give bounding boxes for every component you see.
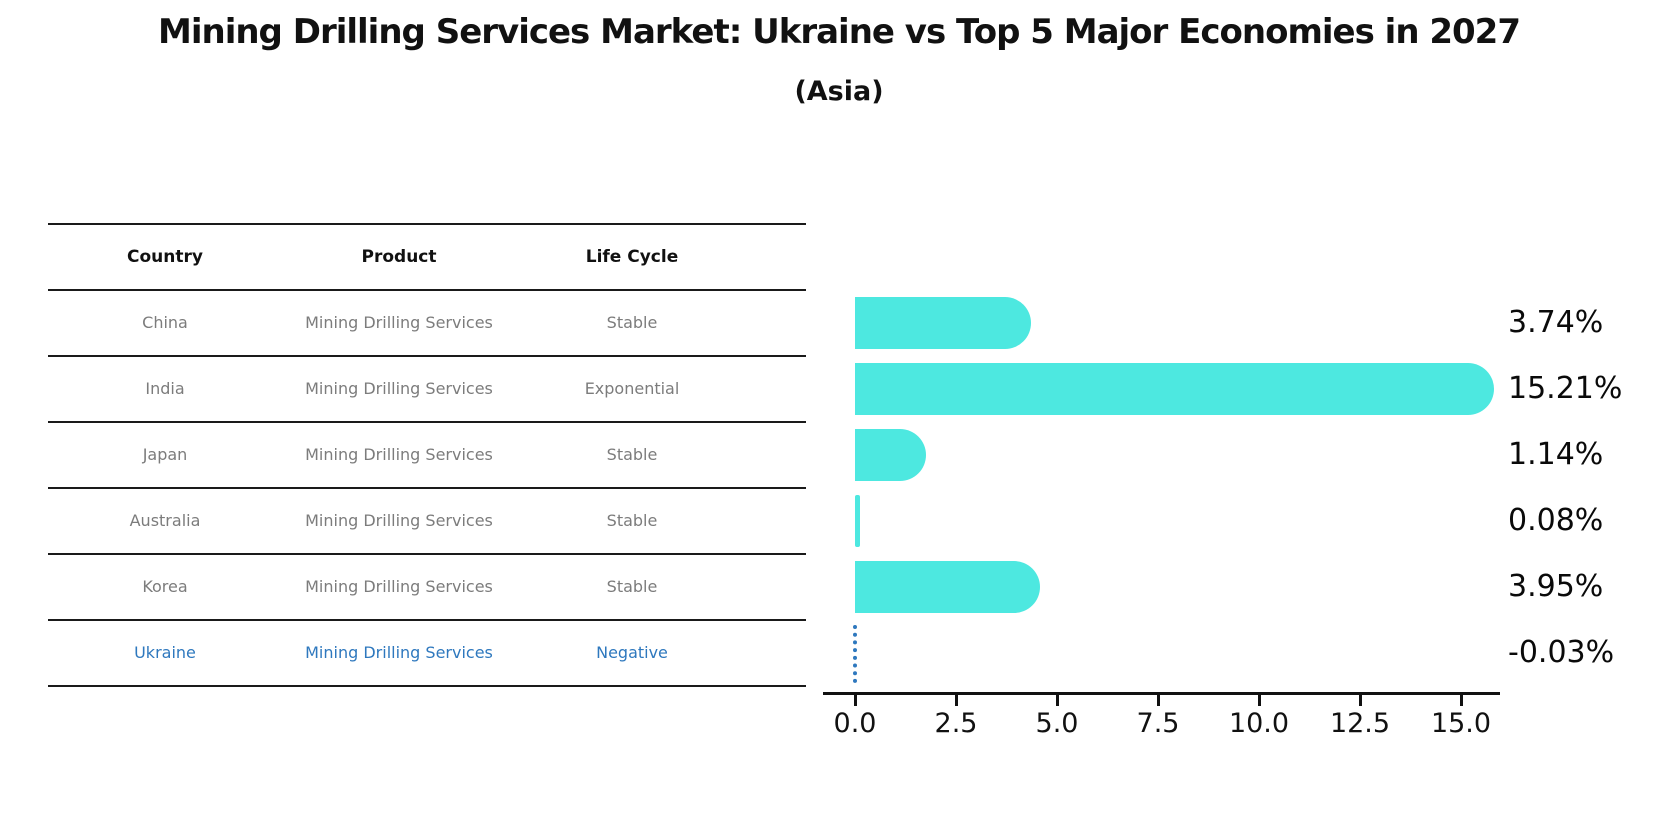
table-row: Ukraine Mining Drilling Services Negativ… [48,621,806,685]
table-header-row: Country Product Life Cycle [48,225,806,289]
x-axis-line [823,692,1500,695]
cell-lifecycle: Exponential [584,379,680,398]
cell-product: Mining Drilling Services [305,445,493,464]
x-axis-tick-label: 2.5 [934,708,978,739]
chart-bar-australia [855,495,861,547]
value-label: -0.03% [1508,635,1615,670]
cell-product: Mining Drilling Services [305,577,493,596]
x-axis-tick-label: 7.5 [1136,708,1180,739]
cell-country: China [142,313,188,332]
column-header-product: Product [361,247,437,267]
cell-country: Korea [142,577,188,596]
x-axis-tick-label: 5.0 [1035,708,1079,739]
row-divider-line [48,421,806,423]
chart-bar-japan [855,429,927,481]
table-row: Japan Mining Drilling Services Stable [48,423,806,487]
chart-bar-india [855,363,1495,415]
x-axis-tick [1056,695,1059,706]
row-divider-line [48,487,806,489]
cell-country: Japan [142,445,188,464]
value-label: 3.74% [1508,305,1604,340]
chart-bar-korea [855,561,1040,613]
chart-bar-china [855,297,1032,349]
row-divider-line [48,553,806,555]
table-row: China Mining Drilling Services Stable [48,291,806,355]
value-label: 1.14% [1508,437,1604,472]
cell-product: Mining Drilling Services [305,379,493,398]
row-divider-line [48,289,806,291]
cell-lifecycle: Stable [606,511,658,530]
cell-product: Mining Drilling Services [305,643,493,662]
x-axis-tick-label: 12.5 [1329,708,1391,739]
table-row: Korea Mining Drilling Services Stable [48,555,806,619]
table-row: Australia Mining Drilling Services Stabl… [48,489,806,553]
cell-country: Australia [129,511,201,530]
x-axis-tick [1157,695,1160,706]
page-subtitle: (Asia) [794,76,884,107]
cell-product: Mining Drilling Services [305,313,493,332]
column-header-lifecycle: Life Cycle [585,247,679,267]
column-header-country: Country [127,247,203,267]
row-divider-line [48,685,806,687]
x-axis-tick-label: 15.0 [1430,708,1492,739]
row-divider-line [48,619,806,621]
row-divider-line [48,223,806,225]
table-row: India Mining Drilling Services Exponenti… [48,357,806,421]
page-title: Mining Drilling Services Market: Ukraine… [158,12,1521,52]
row-divider-line [48,355,806,357]
value-label: 3.95% [1508,569,1604,604]
x-axis-tick [1359,695,1362,706]
cell-lifecycle: Stable [606,445,658,464]
x-axis-tick-label: 0.0 [833,708,877,739]
x-axis-tick-label: 10.0 [1228,708,1290,739]
value-label: 15.21% [1508,371,1623,406]
x-axis-tick [955,695,958,706]
cell-product: Mining Drilling Services [305,511,493,530]
cell-lifecycle: Stable [606,313,658,332]
cell-country: India [145,379,185,398]
x-axis-tick [854,695,857,706]
cell-country: Ukraine [134,643,196,662]
x-axis-tick [1258,695,1261,706]
cell-lifecycle: Stable [606,577,658,596]
value-label: 0.08% [1508,503,1604,538]
negative-value-marker [853,625,857,683]
cell-lifecycle: Negative [596,643,668,662]
x-axis-tick [1460,695,1463,706]
